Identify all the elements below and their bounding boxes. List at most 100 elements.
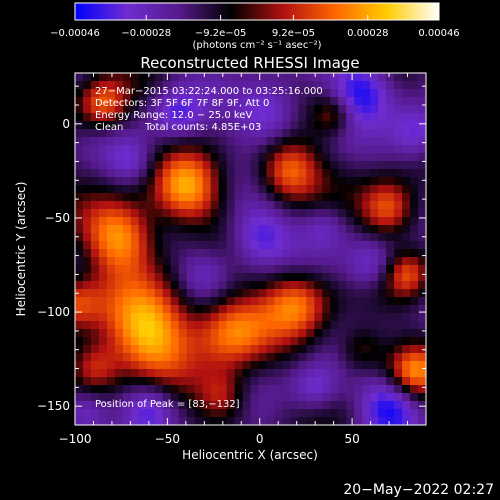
heatmap-cell (162, 249, 172, 258)
heatmap-cell (194, 81, 204, 90)
heatmap-cell (178, 153, 188, 162)
x-tick-label: 50 (344, 432, 359, 446)
heatmap-cell (210, 337, 219, 346)
heatmap-cell (170, 81, 180, 90)
heatmap-cell (130, 145, 140, 154)
heatmap-cell (378, 73, 387, 82)
heatmap-cell (226, 113, 235, 122)
heatmap-cell (274, 281, 283, 290)
heatmap-cell (314, 345, 323, 354)
heatmap-cell (394, 241, 403, 250)
heatmap-cell (226, 409, 235, 418)
heatmap-cell (154, 225, 164, 234)
heatmap-cell (282, 321, 291, 330)
heatmap-cell (386, 145, 395, 154)
heatmap-cell (194, 137, 204, 146)
heatmap-cell (114, 177, 124, 186)
heatmap-cell (162, 185, 172, 194)
heatmap-cell (178, 289, 188, 298)
heatmap-cell (170, 129, 180, 138)
heatmap-cells (75, 73, 426, 425)
heatmap-cell (226, 89, 235, 98)
heatmap-cell (274, 353, 283, 362)
heatmap-cell (394, 105, 403, 114)
heatmap-cell (386, 273, 395, 282)
heatmap-cell (346, 265, 355, 274)
heatmap-cell (194, 217, 204, 226)
heatmap-cell (266, 305, 275, 314)
heatmap-cell (346, 369, 355, 378)
heatmap-cell (146, 313, 156, 322)
heatmap-cell (354, 265, 363, 274)
heatmap-cell (194, 257, 204, 266)
heatmap-cell (330, 153, 339, 162)
heatmap-cell (370, 273, 379, 282)
heatmap-cell (346, 353, 355, 362)
heatmap-cell (346, 321, 355, 330)
heatmap-cell (138, 217, 148, 226)
heatmap-cell (410, 369, 419, 378)
heatmap-cell (162, 297, 172, 306)
heatmap-cell (338, 161, 347, 170)
heatmap-cell (210, 401, 219, 410)
colorbar-tick-label: 0.00046 (418, 28, 459, 39)
heatmap-cell (138, 417, 148, 425)
heatmap-cell (106, 401, 116, 410)
heatmap-cell (290, 273, 299, 282)
y-tick-label: −100 (37, 305, 70, 319)
heatmap-cell (98, 233, 108, 242)
heatmap-cell (170, 345, 180, 354)
heatmap-cell (226, 81, 235, 90)
heatmap-cell (154, 113, 164, 122)
heatmap-cell (186, 153, 196, 162)
heatmap-cell (218, 313, 227, 322)
heatmap-cell (202, 177, 212, 186)
heatmap-cell (266, 297, 275, 306)
heatmap-cell (282, 81, 291, 90)
heatmap-cell (290, 369, 299, 378)
heatmap-cell (82, 201, 92, 210)
heatmap-cell (282, 417, 291, 425)
heatmap-cell (186, 305, 196, 314)
heatmap-cell (386, 169, 395, 178)
heatmap-cell (138, 121, 148, 130)
heatmap-cell (178, 345, 188, 354)
heatmap-cell (154, 409, 164, 418)
heatmap-cell (322, 153, 331, 162)
heatmap-cell (218, 129, 227, 138)
heatmap-cell (162, 257, 172, 266)
heatmap-cell (75, 409, 84, 418)
heatmap-cell (266, 393, 275, 402)
heatmap-cell (218, 185, 227, 194)
heatmap-cell (322, 97, 331, 106)
heatmap-cell (234, 321, 243, 330)
heatmap-cell (90, 137, 100, 146)
heatmap-cell (298, 73, 307, 82)
heatmap-cell (106, 369, 116, 378)
heatmap-cell (178, 209, 188, 218)
heatmap-cell (274, 393, 283, 402)
heatmap-cell (378, 105, 387, 114)
heatmap-cell (154, 105, 164, 114)
heatmap-cell (282, 121, 291, 130)
heatmap-cell (210, 145, 219, 154)
heatmap-cell (322, 265, 331, 274)
heatmap-cell (98, 305, 108, 314)
heatmap-cell (322, 337, 331, 346)
heatmap-cell (378, 305, 387, 314)
heatmap-cell (186, 369, 196, 378)
heatmap-cell (186, 417, 196, 425)
heatmap-cell (114, 161, 124, 170)
heatmap-cell (290, 361, 299, 370)
heatmap-cell (194, 329, 204, 338)
heatmap-cell (410, 265, 419, 274)
heatmap-cell (338, 113, 347, 122)
heatmap-cell (322, 417, 331, 425)
heatmap-cell (258, 233, 267, 242)
heatmap-cell (194, 345, 204, 354)
heatmap-cell (394, 137, 403, 146)
heatmap-cell (346, 409, 355, 418)
heatmap-cell (242, 209, 251, 218)
heatmap-cell (162, 385, 172, 394)
heatmap-cell (130, 401, 140, 410)
